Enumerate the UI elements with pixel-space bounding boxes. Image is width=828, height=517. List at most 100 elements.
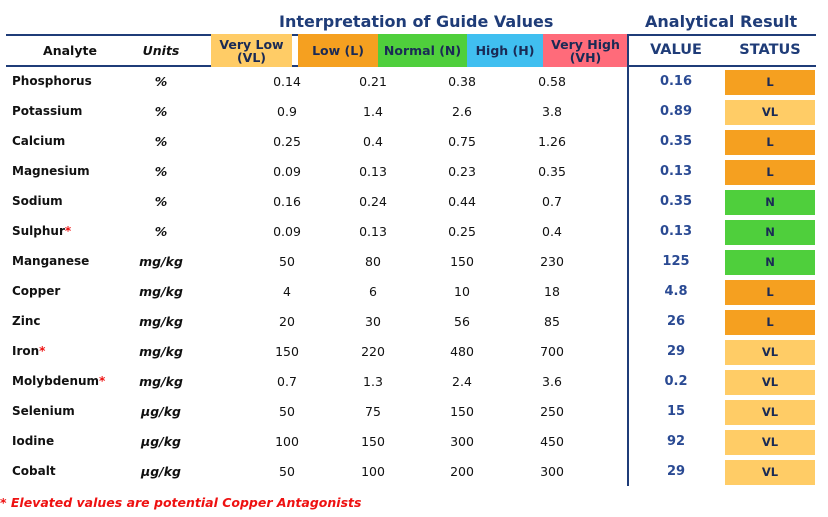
guide-normal: 150 bbox=[450, 253, 474, 269]
table-row: Potassium% 0.9 1.4 2.6 3.8 0.89 VL bbox=[6, 96, 816, 126]
result-value: 4.8 bbox=[664, 283, 688, 299]
analyte-label: Molybdenum bbox=[12, 374, 100, 388]
guide-very-low: 0.14 bbox=[273, 73, 301, 89]
header-high: High (H) bbox=[467, 34, 543, 67]
analyte-label: Cobalt bbox=[12, 464, 56, 478]
guide-high: 450 bbox=[540, 433, 564, 449]
analyte-name: Sulphur * bbox=[12, 216, 128, 246]
status-badge: VL bbox=[725, 459, 815, 485]
guide-high: 3.6 bbox=[542, 373, 562, 389]
analyte-units: mg/kg bbox=[139, 283, 183, 299]
guide-very-low: 50 bbox=[279, 403, 295, 419]
guide-normal: 300 bbox=[450, 433, 474, 449]
footnote: * Elevated values are potential Copper A… bbox=[0, 495, 362, 510]
status-badge: L bbox=[725, 309, 815, 335]
guide-low: 0.13 bbox=[359, 223, 387, 239]
guide-very-low: 150 bbox=[275, 343, 299, 359]
guide-normal: 480 bbox=[450, 343, 474, 359]
status-badge: VL bbox=[725, 339, 815, 365]
result-status: N bbox=[725, 186, 815, 216]
result-status: L bbox=[725, 66, 815, 96]
table-row: Iron * mg/kg 150 220 480 700 29 VL bbox=[6, 336, 816, 366]
header-normal: Normal (N) bbox=[378, 34, 467, 67]
guide-high: 85 bbox=[544, 313, 560, 329]
guide-very-low: 50 bbox=[279, 253, 295, 269]
guide-high: 700 bbox=[540, 343, 564, 359]
result-status: VL bbox=[725, 96, 815, 126]
guide-normal: 56 bbox=[454, 313, 470, 329]
table-row: Manganese mg/kg 50 80 150 230 125 N bbox=[6, 246, 816, 276]
result-value: 29 bbox=[666, 463, 686, 479]
guide-normal: 0.38 bbox=[448, 73, 476, 89]
result-value: 29 bbox=[666, 343, 686, 359]
analyte-label: Manganese bbox=[12, 254, 90, 268]
table-row: Copper mg/kg 4 6 10 18 4.8 L bbox=[6, 276, 816, 306]
result-status: VL bbox=[725, 426, 815, 456]
analyte-units: % bbox=[154, 193, 168, 209]
analyte-units: % bbox=[154, 223, 168, 239]
guide-very-low: 0.09 bbox=[273, 223, 301, 239]
guide-very-low: 20 bbox=[279, 313, 295, 329]
analyte-name: Magnesium bbox=[12, 156, 128, 186]
result-status: VL bbox=[725, 456, 815, 486]
result-status: VL bbox=[725, 336, 815, 366]
analyte-units: µg/kg bbox=[141, 463, 181, 479]
header-units: Units bbox=[142, 43, 180, 58]
analyte-name: Sodium bbox=[12, 186, 128, 216]
result-status: VL bbox=[725, 396, 815, 426]
status-badge: L bbox=[725, 69, 815, 95]
analyte-label: Potassium bbox=[12, 104, 83, 118]
guide-low: 30 bbox=[365, 313, 381, 329]
analyte-label: Iron bbox=[12, 344, 40, 358]
guide-high: 18 bbox=[544, 283, 560, 299]
status-badge: N bbox=[725, 189, 815, 215]
guide-low: 150 bbox=[361, 433, 385, 449]
guide-very-low: 0.7 bbox=[277, 373, 297, 389]
analyte-label: Phosphorus bbox=[12, 74, 92, 88]
guide-normal: 2.4 bbox=[452, 373, 472, 389]
status-badge: N bbox=[725, 249, 815, 275]
analyte-label: Sodium bbox=[12, 194, 63, 208]
guide-low: 6 bbox=[369, 283, 377, 299]
analyte-units: % bbox=[154, 133, 168, 149]
table-row: Molybdenum * mg/kg 0.7 1.3 2.4 3.6 0.2 VL bbox=[6, 366, 816, 396]
analyte-units: mg/kg bbox=[139, 343, 183, 359]
antagonist-marker: * bbox=[99, 374, 106, 388]
analyte-name: Iron * bbox=[12, 336, 128, 366]
guide-normal: 10 bbox=[454, 283, 470, 299]
analyte-name: Zinc bbox=[12, 306, 128, 336]
guide-high: 3.8 bbox=[542, 103, 562, 119]
analyte-label: Zinc bbox=[12, 314, 41, 328]
header-very-high: Very High (VH) bbox=[543, 34, 628, 67]
guide-normal: 0.44 bbox=[448, 193, 476, 209]
table-row: Calcium% 0.25 0.4 0.75 1.26 0.35 L bbox=[6, 126, 816, 156]
table-row: Phosphorus% 0.14 0.21 0.38 0.58 0.16 L bbox=[6, 66, 816, 96]
guide-high: 0.58 bbox=[538, 73, 566, 89]
analyte-label: Selenium bbox=[12, 404, 75, 418]
guide-normal: 150 bbox=[450, 403, 474, 419]
header-very-low: Very Low (VL) bbox=[211, 34, 292, 67]
guide-high: 0.35 bbox=[538, 163, 566, 179]
guide-low: 220 bbox=[361, 343, 385, 359]
table-row: Selenium µg/kg 50 75 150 250 15 VL bbox=[6, 396, 816, 426]
column-divider bbox=[627, 34, 629, 486]
result-status: VL bbox=[725, 366, 815, 396]
result-status: L bbox=[725, 126, 815, 156]
guide-low: 1.3 bbox=[363, 373, 383, 389]
result-value: 0.16 bbox=[659, 73, 693, 89]
analyte-label: Magnesium bbox=[12, 164, 90, 178]
analyte-units: % bbox=[154, 163, 168, 179]
table-row: Sulphur *% 0.09 0.13 0.25 0.4 0.13 N bbox=[6, 216, 816, 246]
analyte-name: Selenium bbox=[12, 396, 128, 426]
table-row: Magnesium% 0.09 0.13 0.23 0.35 0.13 L bbox=[6, 156, 816, 186]
result-value: 26 bbox=[666, 313, 686, 329]
guide-low: 1.4 bbox=[363, 103, 383, 119]
antagonist-marker: * bbox=[39, 344, 46, 358]
result-value: 0.2 bbox=[664, 373, 688, 389]
result-status: L bbox=[725, 156, 815, 186]
analyte-units: mg/kg bbox=[139, 373, 183, 389]
guide-high: 230 bbox=[540, 253, 564, 269]
analyte-label: Sulphur bbox=[12, 224, 65, 238]
analyte-name: Molybdenum * bbox=[12, 366, 128, 396]
analyte-name: Calcium bbox=[12, 126, 128, 156]
